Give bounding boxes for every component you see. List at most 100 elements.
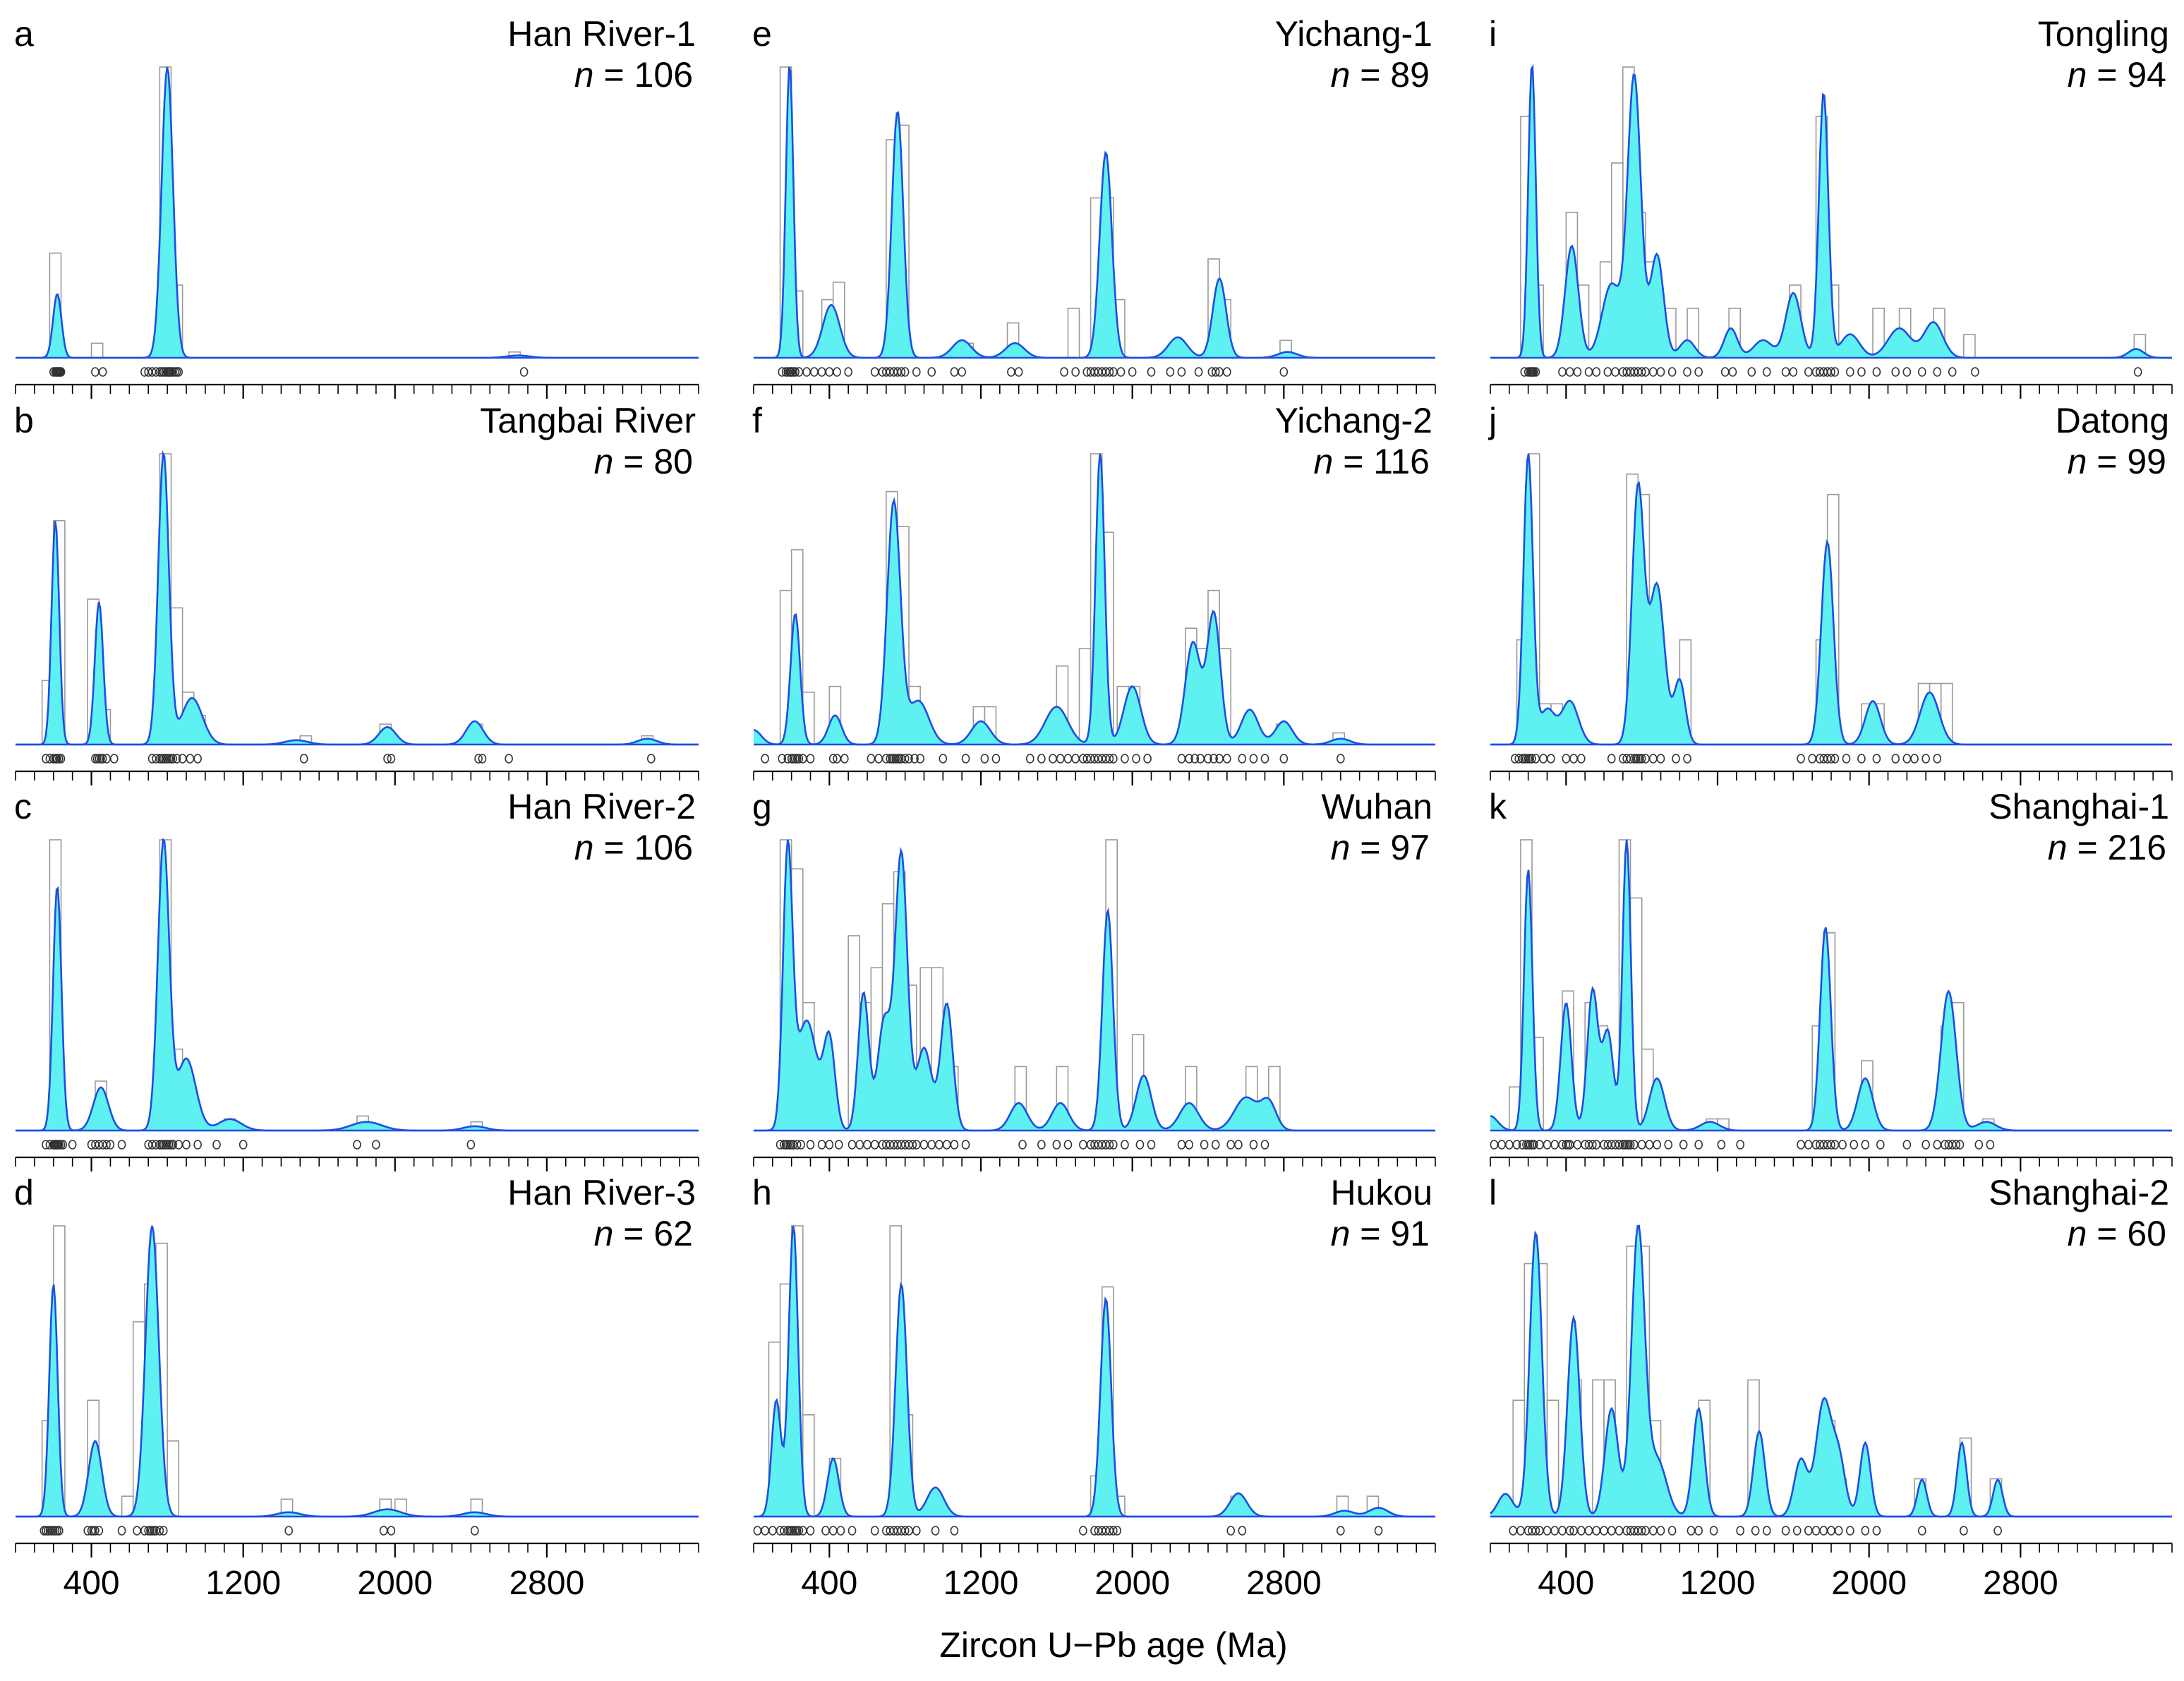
age-dot [870, 1140, 879, 1150]
age-dot [916, 754, 924, 764]
x-axis [15, 1156, 699, 1171]
age-dot [91, 367, 99, 377]
x-tick-label: 400 [64, 1565, 120, 1602]
age-dot [1135, 1140, 1145, 1150]
panel-title: Shanghai-1 [1989, 787, 2169, 826]
age-dot [1850, 1140, 1858, 1150]
age-dot [1109, 1140, 1118, 1150]
age-dots [40, 1526, 479, 1536]
age-dot [874, 754, 883, 764]
age-dot [1607, 1526, 1616, 1536]
age-dot [900, 1526, 910, 1536]
age-dot [1105, 1140, 1114, 1150]
age-dot [1986, 1140, 1995, 1150]
age-dot [1648, 1526, 1658, 1536]
age-dot [102, 1140, 111, 1150]
age-dot [505, 754, 513, 764]
age-dot [1194, 367, 1203, 377]
age-dot [1211, 1140, 1220, 1150]
age-dot [1827, 1140, 1835, 1150]
age-dot [519, 367, 529, 377]
age-dot [387, 1526, 396, 1536]
age-dot [106, 1140, 115, 1150]
age-dot [1337, 1526, 1345, 1536]
age-dot [1918, 1526, 1926, 1536]
age-dot [1626, 1140, 1635, 1150]
age-dot [1762, 367, 1771, 377]
age-dot [1993, 1526, 2002, 1536]
histogram-bar [1067, 308, 1080, 359]
x-axis-tick-labels: 400 1200 2000 2800 400 1200 2000 2800 400 1200 200… [64, 1565, 2058, 1602]
age-dot [1562, 754, 1571, 764]
age-dot [1190, 754, 1200, 764]
histogram [49, 839, 483, 1131]
age-dot [1804, 1140, 1813, 1150]
kde-curve [16, 450, 699, 746]
age-dot [1592, 1526, 1601, 1536]
age-dot [1569, 754, 1578, 764]
age-dot [1550, 1526, 1559, 1536]
x-axis [753, 1542, 1436, 1558]
age-dot [900, 754, 910, 764]
panel-f: f Yichang-2n = 116 [752, 401, 1436, 785]
age-dot [942, 1140, 951, 1150]
age-dot [833, 367, 841, 377]
age-dots [1520, 367, 2142, 377]
kde-area [754, 1226, 1435, 1517]
age-dot [1648, 754, 1658, 764]
age-dot [1543, 1526, 1552, 1536]
age-dot [1177, 1140, 1186, 1150]
age-dot [817, 1140, 826, 1150]
kde-curve [1490, 839, 2172, 1132]
sample-count-symbol: n [1331, 1214, 1361, 1253]
age-dot [1762, 1526, 1771, 1536]
age-dot [98, 367, 107, 377]
age-dot [912, 1526, 921, 1536]
age-dot [950, 367, 959, 377]
age-dot [761, 1526, 769, 1536]
x-axis [753, 770, 1436, 785]
kde-area [1490, 454, 2172, 745]
age-dot [863, 1140, 871, 1150]
age-dot [836, 1526, 845, 1536]
age-dot [478, 754, 487, 764]
age-dot [1736, 1140, 1744, 1150]
age-dot [1143, 754, 1152, 764]
age-dot [1955, 1140, 1965, 1150]
age-dot [1105, 367, 1114, 377]
age-dot [870, 1526, 879, 1536]
age-dot [1128, 367, 1137, 377]
age-dot [1565, 1526, 1574, 1536]
age-dot [1516, 1526, 1525, 1536]
kde-area [16, 454, 699, 745]
age-dot [867, 754, 876, 764]
age-dot [1037, 754, 1046, 764]
histogram-bar [90, 342, 104, 359]
sample-count-value: = 89 [1360, 55, 1430, 95]
age-dot [1902, 367, 1912, 377]
kde-area [16, 67, 699, 358]
age-dot [56, 367, 66, 377]
age-dot [1185, 754, 1193, 764]
age-dot [1804, 367, 1813, 377]
age-dot [169, 1140, 177, 1150]
age-dot [897, 367, 906, 377]
age-dot [98, 754, 107, 764]
age-dot [806, 1140, 815, 1150]
age-dot [1792, 1526, 1802, 1536]
panel-letter: i [1489, 14, 1497, 54]
age-dot [470, 1526, 479, 1536]
age-dot [1781, 367, 1790, 377]
kde-area [1490, 1226, 2172, 1517]
panel-k: k Shanghai-1n = 216 [1489, 787, 2173, 1171]
age-dot [844, 367, 852, 377]
age-dot [353, 1140, 361, 1150]
sample-count-symbol: n [594, 1214, 624, 1253]
age-dot [840, 754, 849, 764]
age-dot [1531, 367, 1540, 377]
age-dot [1664, 1140, 1673, 1150]
age-dot [1872, 754, 1881, 764]
age-dot [792, 1140, 802, 1150]
